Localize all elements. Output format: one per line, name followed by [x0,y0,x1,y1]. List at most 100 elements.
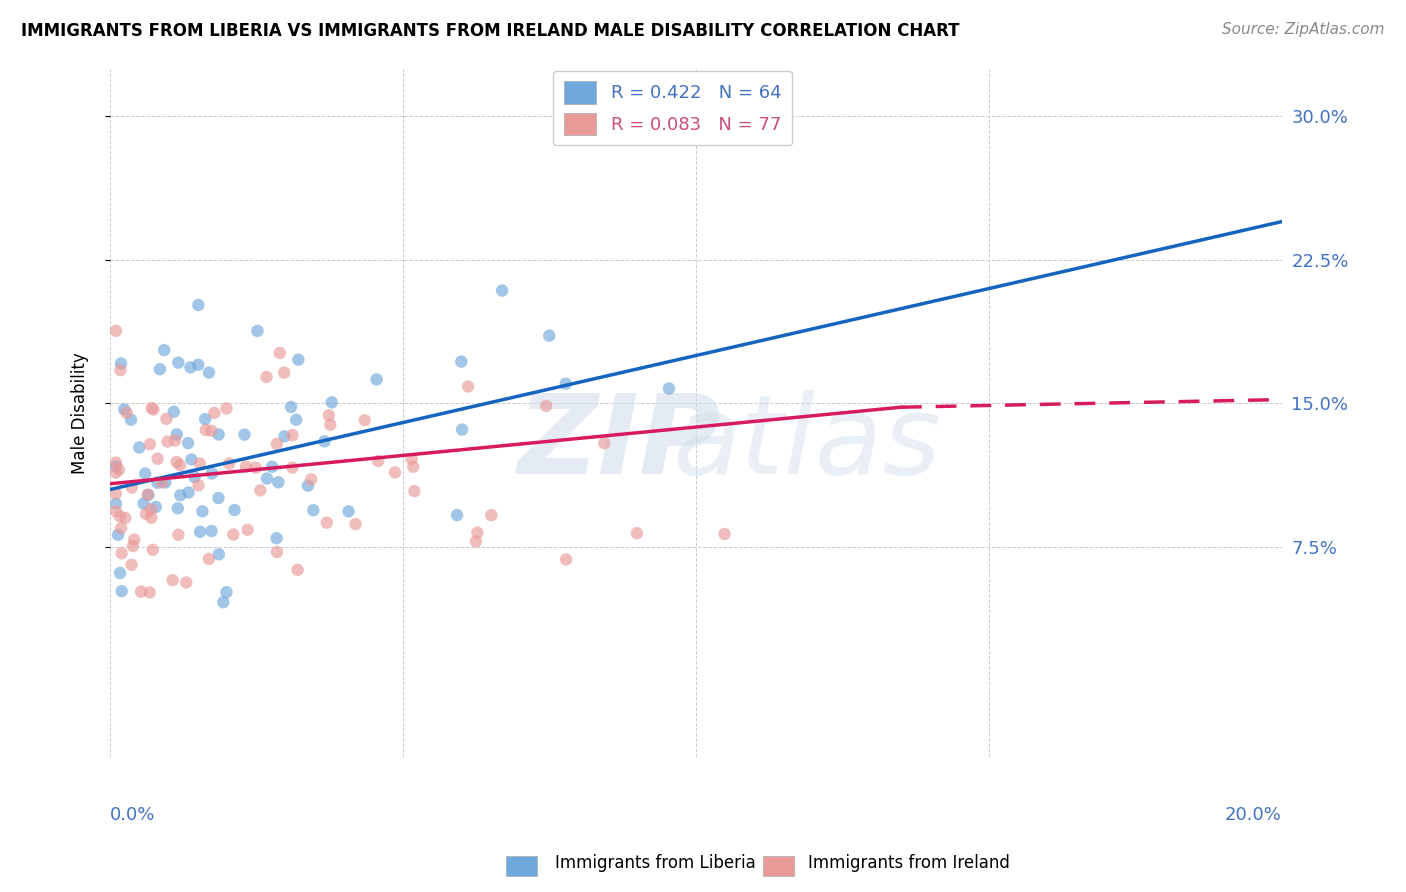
Point [249,483,271,498]
Point [285,413,308,427]
Point [266,545,288,559]
Point [402,459,425,474]
Point [104,466,127,480]
Point [166,427,188,442]
Point [479,508,502,523]
Point [321,395,343,409]
Y-axis label: Male Disability: Male Disability [72,352,89,474]
Text: Immigrants from Liberia: Immigrants from Liberia [555,855,756,872]
Point [121,558,143,572]
Point [401,452,423,467]
Point [108,566,131,580]
Point [191,504,214,518]
Point [287,352,309,367]
Point [180,452,202,467]
Point [280,400,302,414]
Text: 0.0%: 0.0% [110,805,156,823]
Point [187,358,209,372]
Point [111,584,134,599]
Point [132,497,155,511]
Point [107,528,129,542]
Point [114,511,136,525]
Point [554,376,576,391]
Point [215,585,238,599]
Point [337,504,360,518]
Point [135,507,157,521]
Point [142,542,165,557]
Point [256,370,278,384]
Point [457,379,479,393]
Point [179,360,201,375]
Point [198,366,221,380]
Point [155,475,177,490]
Point [110,363,132,377]
Point [167,356,190,370]
Point [207,491,229,505]
Point [200,524,222,538]
Point [122,539,145,553]
Point [302,503,325,517]
Point [177,436,200,450]
Point [450,354,472,368]
Point [318,409,340,423]
Point [136,488,159,502]
Point [162,573,184,587]
Point [110,521,132,535]
Point [233,427,256,442]
Point [187,298,209,312]
Point [104,324,127,338]
Point [201,467,224,481]
Point [165,434,187,448]
Point [139,502,162,516]
Point [273,366,295,380]
Point [467,525,489,540]
Point [260,459,283,474]
Point [404,484,426,499]
Point [256,471,278,485]
Point [112,402,135,417]
Point [212,595,235,609]
Point [538,328,561,343]
Point [149,362,172,376]
Point [146,475,169,490]
Point [104,456,127,470]
Point [134,467,156,481]
Point [367,454,389,468]
Point [153,343,176,357]
Point [104,504,127,518]
Point [141,401,163,415]
Point [267,475,290,490]
Point [315,516,337,530]
Text: Source: ZipAtlas.com: Source: ZipAtlas.com [1222,22,1385,37]
Point [121,481,143,495]
Point [366,372,388,386]
Point [145,500,167,514]
Point [188,457,211,471]
Point [208,547,231,561]
Point [188,524,211,539]
Point [224,503,246,517]
Point [297,478,319,492]
Point [139,585,162,599]
Point [138,488,160,502]
Point [269,346,291,360]
Point [198,552,221,566]
Point [167,528,190,542]
Point [246,324,269,338]
Point [266,531,288,545]
Point [281,460,304,475]
Point [120,412,142,426]
Point [129,584,152,599]
Point [104,497,127,511]
Point [139,437,162,451]
Point [177,485,200,500]
Point [183,470,205,484]
Point [142,402,165,417]
Point [169,458,191,472]
Point [491,284,513,298]
Point [110,356,132,370]
Text: Immigrants from Ireland: Immigrants from Ireland [808,855,1011,872]
Point [465,534,488,549]
Point [169,488,191,502]
Point [344,517,367,532]
